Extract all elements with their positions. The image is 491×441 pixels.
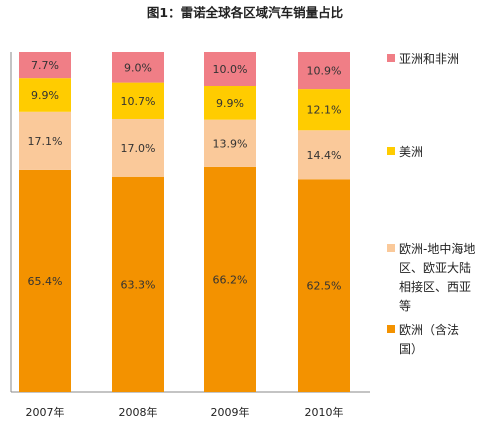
legend-label: 欧洲（含法 — [399, 322, 459, 337]
segment-label: 17.0% — [121, 142, 156, 155]
segment-label: 10.7% — [121, 95, 156, 108]
bar-segment — [19, 78, 71, 112]
segment-labels-group: 65.4% 17.1% 9.9% 7.7% 63.3% 17.0% 10.7% 9.0% 66.… — [28, 59, 342, 293]
legend-swatch — [387, 147, 395, 155]
segment-label: 12.1% — [307, 104, 342, 117]
legend-swatch — [387, 54, 395, 62]
x-tick-label: 2009年 — [211, 405, 250, 419]
bar-segment — [298, 179, 350, 392]
bar-segment — [204, 119, 256, 167]
segment-label: 66.2% — [213, 273, 248, 286]
legend-label: 欧洲-地中海地 — [399, 241, 475, 256]
legend-label: 亚洲和非洲 — [399, 52, 459, 66]
segment-label: 62.5% — [307, 280, 342, 293]
bar-segment — [298, 130, 350, 180]
segment-label: 14.4% — [307, 149, 342, 162]
legend-label: 国） — [399, 342, 423, 356]
x-tick-label: 2010年 — [305, 405, 344, 419]
segment-label: 7.7% — [31, 59, 59, 72]
x-tick-label: 2008年 — [119, 405, 158, 419]
segment-label: 63.3% — [121, 278, 156, 291]
bar-segment — [204, 52, 256, 86]
x-tick-labels-group: 2007年 2008年 2009年 2010年 — [26, 405, 344, 419]
bar-segment — [19, 111, 71, 170]
legend-swatch — [387, 325, 395, 333]
bar-segment — [298, 89, 350, 131]
segment-label: 10.9% — [307, 65, 342, 78]
segment-label: 10.0% — [213, 63, 248, 76]
segment-label: 65.4% — [28, 275, 63, 288]
segment-label: 9.9% — [31, 89, 59, 102]
chart-title: 图1：雷诺全球各区域汽车销量占比 — [147, 5, 344, 20]
segment-label: 9.9% — [216, 97, 244, 110]
bar-segment — [112, 52, 164, 83]
segment-label: 9.0% — [124, 61, 152, 74]
bar-segment — [112, 82, 164, 119]
bar-segment — [204, 86, 256, 120]
legend-label: 美洲 — [399, 145, 423, 159]
bar-segment — [298, 52, 350, 90]
bar-segment — [112, 118, 164, 177]
bar-segment — [112, 176, 164, 392]
bar-segment — [19, 52, 71, 79]
bar-segment — [204, 166, 256, 392]
x-tick-label: 2007年 — [26, 405, 65, 419]
legend-swatch — [387, 244, 395, 252]
legend-label: 区、欧亚大陆 — [399, 260, 471, 275]
segment-label: 17.1% — [28, 135, 63, 148]
bar-segment — [19, 169, 71, 392]
legend-label: 相接区、西亚 — [399, 279, 471, 294]
legend-label: 等 — [399, 299, 411, 313]
segment-label: 13.9% — [213, 137, 248, 150]
bars-group — [19, 52, 350, 392]
